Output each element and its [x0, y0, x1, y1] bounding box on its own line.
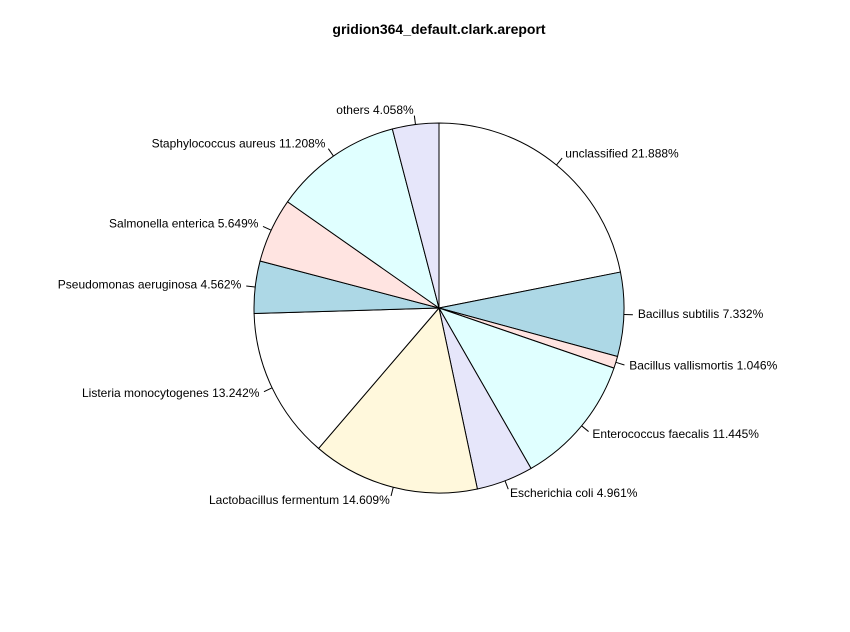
tick-listeria-monocytogenes: [263, 387, 273, 393]
chart-title: gridion364_default.clark.areport: [332, 21, 546, 37]
label-staphylococcus-aureus: Staphylococcus aureus 11.208%: [152, 137, 326, 151]
tick-pseudomonas-aeruginosa: [246, 285, 256, 288]
slice-lactobacillus-fermentum: [317, 306, 478, 494]
slice-labels: unclassified 21.888% Bacillus subtilis 7.…: [58, 103, 778, 507]
label-others: others 4.058%: [336, 103, 414, 117]
label-salmonella-enterica: Salmonella enterica 5.649%: [109, 216, 259, 230]
slice-enterococcus-faecalis: [437, 307, 615, 470]
label-lactobacillus-fermentum: Lactobacillus fermentum 14.609%: [209, 493, 390, 507]
label-pseudomonas-aeruginosa: Pseudomonas aeruginosa 4.562%: [58, 278, 242, 292]
tick-staphylococcus-aureus: [327, 148, 334, 157]
label-listeria-monocytogenes: Listeria monocytogenes 13.242%: [82, 386, 260, 400]
label-ticks: [246, 115, 633, 497]
slice-others: [391, 122, 440, 309]
tick-salmonella-enterica: [262, 225, 272, 231]
tick-enterococcus-faecalis: [581, 425, 589, 432]
tick-bacillus-vallismortis: [615, 361, 625, 366]
tick-escherichia-coli: [504, 480, 509, 490]
label-bacillus-subtilis: Bacillus subtilis 7.332%: [638, 307, 764, 321]
label-enterococcus-faecalis: Enterococcus faecalis 11.445%: [592, 427, 759, 441]
slice-unclassified: [438, 122, 622, 309]
tick-lactobacillus-fermentum: [390, 487, 394, 497]
label-escherichia-coli: Escherichia coli 4.961%: [510, 486, 638, 500]
label-bacillus-vallismortis: Bacillus vallismortis 1.046%: [629, 359, 777, 373]
tick-others: [413, 115, 416, 125]
pie-slices: [253, 122, 625, 494]
label-unclassified: unclassified 21.888%: [565, 146, 679, 160]
tick-unclassified: [556, 157, 563, 166]
